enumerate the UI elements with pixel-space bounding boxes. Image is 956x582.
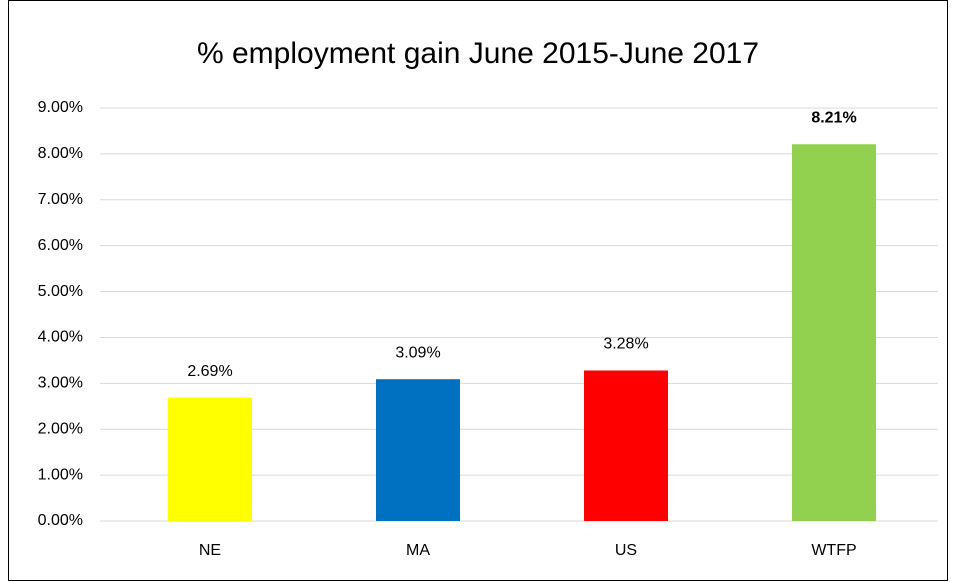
y-tick-label: 6.00% (38, 237, 83, 254)
data-label: 2.69% (187, 363, 232, 380)
data-label: 3.28% (603, 336, 648, 353)
y-tick-label: 0.00% (38, 512, 83, 529)
chart-frame (8, 0, 948, 581)
chart-title: % employment gain June 2015-June 2017 (197, 37, 759, 70)
x-tick-label: US (615, 542, 637, 559)
bar (376, 379, 460, 521)
y-tick-label: 4.00% (38, 329, 83, 346)
bar (584, 370, 668, 521)
bar (792, 144, 876, 521)
y-tick-label: 2.00% (38, 420, 83, 437)
y-tick-label: 8.00% (38, 145, 83, 162)
y-tick-label: 7.00% (38, 191, 83, 208)
data-label: 8.21% (811, 109, 856, 126)
x-tick-label: WTFP (811, 542, 856, 559)
y-tick-label: 3.00% (38, 375, 83, 392)
y-tick-label: 9.00% (38, 99, 83, 116)
x-tick-label: NE (199, 542, 221, 559)
x-tick-label: MA (406, 542, 430, 559)
y-tick-label: 1.00% (38, 466, 83, 483)
y-tick-label: 5.00% (38, 283, 83, 300)
bar (168, 397, 252, 521)
data-label: 3.09% (395, 344, 440, 361)
